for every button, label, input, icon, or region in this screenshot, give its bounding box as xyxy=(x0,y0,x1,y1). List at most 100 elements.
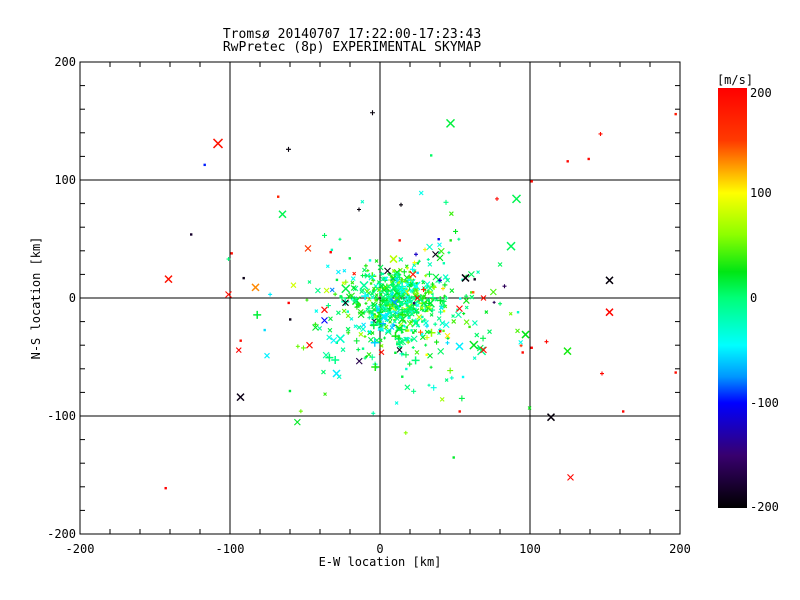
scatter-point xyxy=(427,352,433,359)
scatter-point xyxy=(455,342,464,351)
scatter-point xyxy=(451,319,457,324)
scatter-point xyxy=(401,352,404,356)
scatter-point xyxy=(418,329,423,335)
scatter-point xyxy=(378,302,383,307)
scatter-point xyxy=(381,272,385,276)
scatter-point xyxy=(600,371,604,376)
scatter-point xyxy=(300,345,306,351)
scatter-point xyxy=(425,286,429,289)
scatter-point xyxy=(397,267,403,273)
scatter-point xyxy=(374,298,377,302)
gridlines xyxy=(80,62,680,534)
scatter-point xyxy=(374,259,379,263)
scatter-point xyxy=(357,207,361,212)
scatter-point xyxy=(430,384,437,391)
x-tick-label: -100 xyxy=(216,542,245,556)
scatter-point xyxy=(377,264,384,271)
scatter-point xyxy=(338,237,342,241)
scatter-point xyxy=(447,367,454,374)
scatter-point xyxy=(487,329,492,335)
scatter-point xyxy=(407,361,413,367)
scatter-point xyxy=(394,401,399,405)
scatter-point xyxy=(480,335,487,342)
scatter-point xyxy=(331,356,340,365)
scatter-point xyxy=(392,310,395,313)
scatter-point xyxy=(426,309,429,313)
scatter-point xyxy=(433,322,438,327)
scatter-point xyxy=(360,287,365,293)
scatter-point xyxy=(355,357,363,365)
scatter-point xyxy=(480,346,487,354)
scatter-point xyxy=(379,320,382,323)
scatter-point xyxy=(410,335,418,343)
scatter-point xyxy=(348,257,351,260)
scatter-point xyxy=(426,284,434,292)
scatter-point xyxy=(462,312,466,316)
scatter-point xyxy=(416,271,419,275)
scatter-point xyxy=(412,331,415,334)
scatter-point xyxy=(387,306,393,312)
scatter-point xyxy=(376,287,382,293)
scatter-point xyxy=(361,347,365,350)
scatter-point xyxy=(400,303,404,306)
scatter-point xyxy=(461,273,470,282)
scatter-point xyxy=(471,320,478,326)
scatter-point xyxy=(341,281,346,286)
scatter-point xyxy=(414,292,417,296)
scatter-point xyxy=(384,307,388,312)
scatter-point xyxy=(445,118,456,128)
scatter-point xyxy=(264,352,270,359)
scatter-point xyxy=(325,264,330,269)
scatter-point xyxy=(480,295,487,301)
scatter-point xyxy=(360,273,365,278)
scatter-point xyxy=(251,283,260,292)
scatter-point xyxy=(598,131,603,136)
scatter-point xyxy=(321,369,326,375)
scatter-point xyxy=(427,383,431,387)
scatter-point xyxy=(405,288,408,291)
scatter-point xyxy=(411,346,415,350)
scatter-point xyxy=(396,347,403,353)
scatter-point xyxy=(363,263,368,268)
scatter-point xyxy=(456,308,459,312)
scatter-point xyxy=(361,322,367,328)
scatter-point xyxy=(164,486,167,490)
scatter-point xyxy=(357,308,364,315)
x-tick-label: -200 xyxy=(66,542,95,556)
scatter-point xyxy=(414,288,419,293)
scatter-point xyxy=(439,320,446,326)
scatter-point xyxy=(449,239,452,242)
scatter-point xyxy=(323,287,330,294)
scatter-point xyxy=(434,339,440,345)
scatter-point xyxy=(605,276,614,285)
x-tick-labels: -200 -100 0 100 200 xyxy=(66,542,691,556)
scatter-point xyxy=(400,312,406,318)
scatter-point xyxy=(378,338,383,343)
scatter-point xyxy=(428,330,432,334)
scatter-point xyxy=(424,343,428,347)
scatter-point xyxy=(426,243,433,251)
scatter-point xyxy=(674,112,677,116)
scatter-point xyxy=(371,362,380,371)
scatter-point xyxy=(406,340,411,345)
scatter-point xyxy=(527,406,532,410)
scatter-point xyxy=(366,352,372,357)
scatter-point xyxy=(315,287,321,294)
scatter-point xyxy=(350,280,355,285)
scatter-point xyxy=(414,349,420,355)
scatter-point xyxy=(420,296,425,301)
scatter-point xyxy=(446,336,450,340)
scatter-point xyxy=(242,276,245,280)
scatter-point xyxy=(361,292,370,301)
scatter-point xyxy=(389,312,393,315)
scatter-point xyxy=(322,232,328,238)
scatter-point xyxy=(364,274,367,277)
scatter-point xyxy=(414,252,418,257)
scatter-point xyxy=(426,258,430,262)
scatter-point xyxy=(442,321,450,329)
scatter-point xyxy=(323,392,327,397)
scatter-point xyxy=(442,274,449,280)
scatter-point xyxy=(327,327,333,333)
scatter-point xyxy=(358,331,364,337)
scatter-point xyxy=(387,315,393,321)
